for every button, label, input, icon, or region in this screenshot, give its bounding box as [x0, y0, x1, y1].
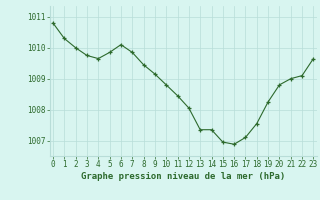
X-axis label: Graphe pression niveau de la mer (hPa): Graphe pression niveau de la mer (hPa): [81, 172, 285, 181]
